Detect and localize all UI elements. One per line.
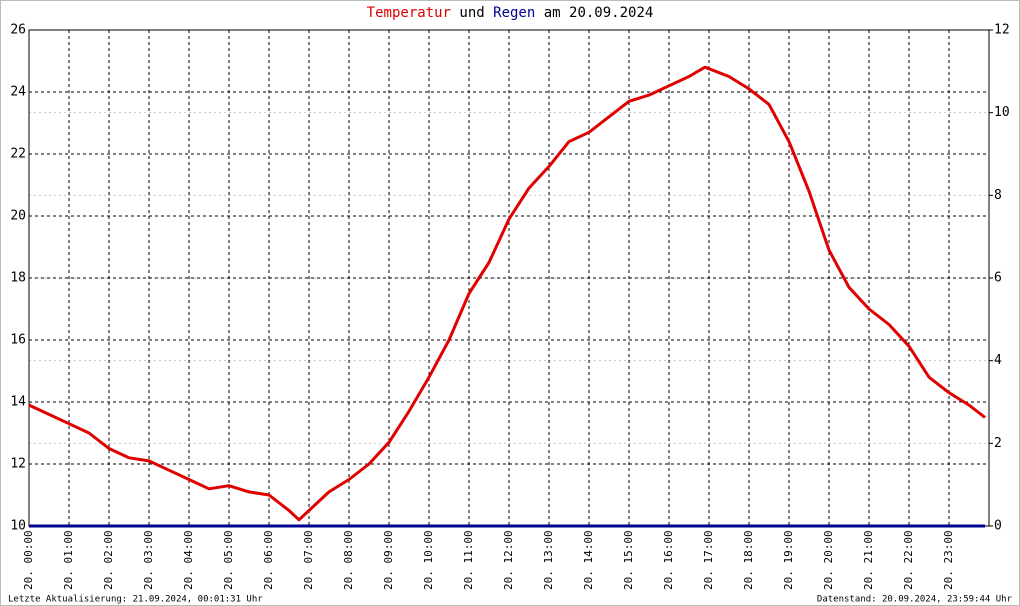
y-tick-label: 10: [10, 519, 26, 534]
x-tick-label: 20. 08:00: [342, 530, 355, 590]
footnote-left: Letzte Aktualisierung: 21.09.2024, 00:01…: [8, 595, 263, 605]
x-tick-label: 20. 09:00: [382, 530, 395, 590]
x-tick-label: 20. 10:00: [422, 530, 435, 590]
title-joiner: und: [459, 5, 484, 21]
x-tick-label: 20. 16:00: [662, 530, 675, 590]
x-tick-label: 20. 13:00: [542, 530, 555, 590]
y-tick-label: 20: [10, 209, 26, 224]
title-temp: Temperatur: [367, 5, 451, 21]
x-tick-label: 20. 17:00: [702, 530, 715, 590]
y2-tick-label: 0: [994, 519, 1002, 534]
y2-tick-label: 2: [994, 436, 1002, 451]
series-line: [28, 65, 986, 522]
y-tick-label: 18: [10, 271, 26, 286]
y-tick-label: 12: [10, 457, 26, 472]
y2-tick-label: 4: [994, 353, 1002, 368]
y2-tick-label: 12: [994, 23, 1010, 38]
footnote-right: Datenstand: 20.09.2024, 23:59:44 Uhr: [817, 595, 1013, 605]
x-tick-label: 20. 14:00: [582, 530, 595, 590]
x-tick-label: 20. 02:00: [102, 530, 115, 590]
x-tick-label: 20. 20:00: [822, 530, 835, 590]
y-tick-label: 14: [10, 395, 26, 410]
chart-title: Temperatur und Regen am 20.09.2024: [367, 5, 654, 21]
y2-tick-label: 6: [994, 271, 1002, 286]
x-tick-label: 20. 23:00: [942, 530, 955, 590]
y-tick-label: 24: [10, 85, 26, 100]
x-tick-label: 20. 07:00: [302, 530, 315, 590]
y2-tick-label: 10: [994, 105, 1010, 120]
x-tick-label: 20. 00:00: [22, 530, 35, 590]
title-suffix: am 20.09.2024: [544, 5, 654, 21]
x-tick-label: 20. 01:00: [62, 530, 75, 590]
x-tick-label: 20. 11:00: [462, 530, 475, 590]
title-rain: Regen: [493, 5, 535, 21]
y-tick-label: 22: [10, 147, 26, 162]
x-tick-label: 20. 18:00: [742, 530, 755, 590]
x-tick-label: 20. 15:00: [622, 530, 635, 590]
x-tick-label: 20. 04:00: [182, 530, 195, 590]
y-tick-label: 16: [10, 333, 26, 348]
x-tick-label: 20. 19:00: [782, 530, 795, 590]
x-tick-label: 20. 05:00: [222, 530, 235, 590]
x-tick-label: 20. 03:00: [142, 530, 155, 590]
y2-tick-label: 8: [994, 188, 1002, 203]
x-tick-label: 20. 12:00: [502, 530, 515, 590]
y-tick-label: 26: [10, 23, 26, 38]
x-tick-label: 20. 22:00: [902, 530, 915, 590]
x-tick-label: 20. 21:00: [862, 530, 875, 590]
x-tick-label: 20. 06:00: [262, 530, 275, 590]
